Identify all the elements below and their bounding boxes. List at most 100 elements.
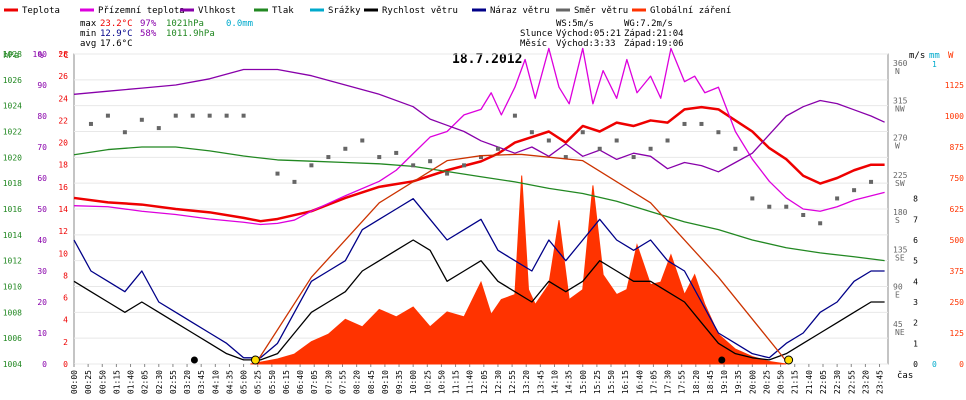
tick-label-c: 4 — [63, 316, 68, 325]
tick-label-x: 23:20 — [861, 370, 870, 394]
series-line-5 — [73, 198, 885, 359]
sun-marker — [250, 355, 260, 365]
wind-direction-point — [512, 113, 517, 118]
tick-label-x: 11:40 — [466, 370, 475, 394]
tick-label-x: 00:50 — [98, 370, 107, 394]
tick-label-x: 15:00 — [579, 370, 588, 394]
axis-unit-w: W — [948, 51, 954, 61]
tick-label-ms: 1 — [913, 339, 918, 348]
tick-label-hpa: 1022 — [3, 128, 22, 137]
tick-label-x: 19:35 — [734, 370, 743, 394]
legend-label: Přízemní teplota — [98, 6, 185, 16]
tick-label-x: 02:05 — [141, 370, 150, 394]
tick-label-dir-deg: 45 — [893, 320, 903, 329]
moon-marker — [718, 356, 726, 364]
tick-label-dir: N — [895, 67, 900, 76]
tick-label-ms: 0 — [913, 360, 918, 369]
wind-direction-point — [479, 155, 483, 160]
tick-label-x: 10:50 — [437, 370, 446, 394]
wind-direction-point — [462, 163, 467, 168]
tick-label-c: 0 — [63, 360, 68, 369]
legend-label: Směr větru — [574, 6, 628, 16]
tick-label-x: 06:40 — [296, 370, 305, 394]
wind-direction-point — [699, 121, 704, 126]
tick-label-x: 10:25 — [423, 370, 432, 394]
sun-marker — [784, 355, 794, 365]
tick-label-c: 26 — [58, 72, 68, 81]
tick-label-dir-deg: 90 — [893, 283, 903, 292]
tick-label-c: 10 — [58, 249, 68, 258]
tick-label-dir-deg: 360 — [893, 59, 908, 68]
tick-label-x: 13:45 — [536, 370, 545, 394]
tick-label-x: 20:00 — [748, 370, 757, 394]
tick-label-x: 16:40 — [635, 370, 644, 394]
wind-direction-point — [597, 146, 602, 151]
tick-label-x: 13:20 — [522, 370, 531, 394]
wind-direction-point — [326, 155, 331, 160]
tick-label-dir-deg: 270 — [893, 134, 908, 143]
wind-direction-point — [852, 188, 857, 193]
tick-label-x: 05:50 — [268, 370, 277, 394]
wind-direction-point — [767, 204, 772, 209]
wind-direction-point — [173, 113, 178, 118]
tick-label-pct: 40 — [37, 236, 47, 245]
tick-label-x: 07:30 — [324, 370, 333, 394]
wind-direction-point — [122, 130, 127, 135]
tick-label-x: 21:40 — [805, 370, 814, 394]
tick-label-x: 04:35 — [225, 370, 234, 394]
wind-direction-point — [580, 130, 585, 135]
legend-label: Tlak — [272, 6, 294, 16]
tick-label-c: 2 — [63, 338, 68, 347]
tick-label-dir: NW — [895, 104, 905, 113]
tick-label-x: 00:25 — [84, 370, 93, 394]
legend-label: Náraz větru — [490, 6, 550, 16]
tick-label-pct: 50 — [37, 205, 47, 214]
series-line-3 — [73, 146, 885, 262]
tick-label-ms: 5 — [913, 257, 918, 266]
wind-direction-point — [309, 163, 314, 168]
wind-direction-point — [529, 130, 534, 135]
tick-label-ms: 8 — [913, 195, 918, 204]
chart-title: 18.7.2012 — [452, 52, 522, 67]
wind-direction-point — [665, 138, 670, 143]
tick-label-x: 08:45 — [367, 370, 376, 394]
axis-unit-ms: m/s — [909, 51, 925, 61]
series-line-1 — [73, 47, 885, 226]
tick-label-ms: 4 — [913, 277, 918, 286]
stats-min-temp: 12.9°C — [100, 29, 133, 39]
tick-label-hpa: 1012 — [3, 257, 22, 266]
wind-direction-point — [394, 150, 399, 155]
wind-direction-point — [614, 138, 619, 143]
plot-area — [73, 47, 885, 365]
tick-label-x: 17:30 — [664, 370, 673, 394]
tick-label-dir: SW — [895, 179, 905, 188]
legend-label: Teplota — [22, 6, 60, 16]
tick-label-pct: 80 — [37, 112, 47, 121]
stats-sun-set: Západ:21:04 — [624, 29, 684, 39]
stats-moon-rise: Východ:3:33 — [556, 39, 616, 49]
tick-label-mm: 1 — [932, 60, 937, 69]
wind-direction-point — [207, 113, 212, 118]
legend-label: Globální záření — [650, 6, 731, 16]
stats-moon-set: Západ:19:06 — [624, 39, 684, 49]
series-line-2 — [73, 68, 885, 173]
tick-label-x: 04:10 — [211, 370, 220, 394]
tick-label-c: 22 — [58, 116, 68, 125]
series-line-8 — [254, 153, 790, 365]
wind-direction-point — [835, 196, 840, 201]
wind-direction-point — [733, 146, 738, 151]
wind-direction-point — [818, 221, 823, 226]
tick-label-pct: 100 — [33, 50, 48, 59]
tick-label-x: 16:15 — [621, 370, 630, 394]
wind-direction-point — [750, 196, 755, 201]
series-line-4 — [73, 239, 885, 361]
tick-label-w: 250 — [950, 298, 965, 307]
wind-direction-point — [716, 130, 721, 135]
axis-unit-mm: mm — [929, 51, 940, 61]
wind-direction-point — [631, 155, 636, 160]
tick-label-x: 09:10 — [381, 370, 390, 394]
wind-direction-point — [648, 146, 653, 151]
tick-label-x: 14:35 — [565, 370, 574, 394]
tick-label-c: 6 — [63, 294, 68, 303]
